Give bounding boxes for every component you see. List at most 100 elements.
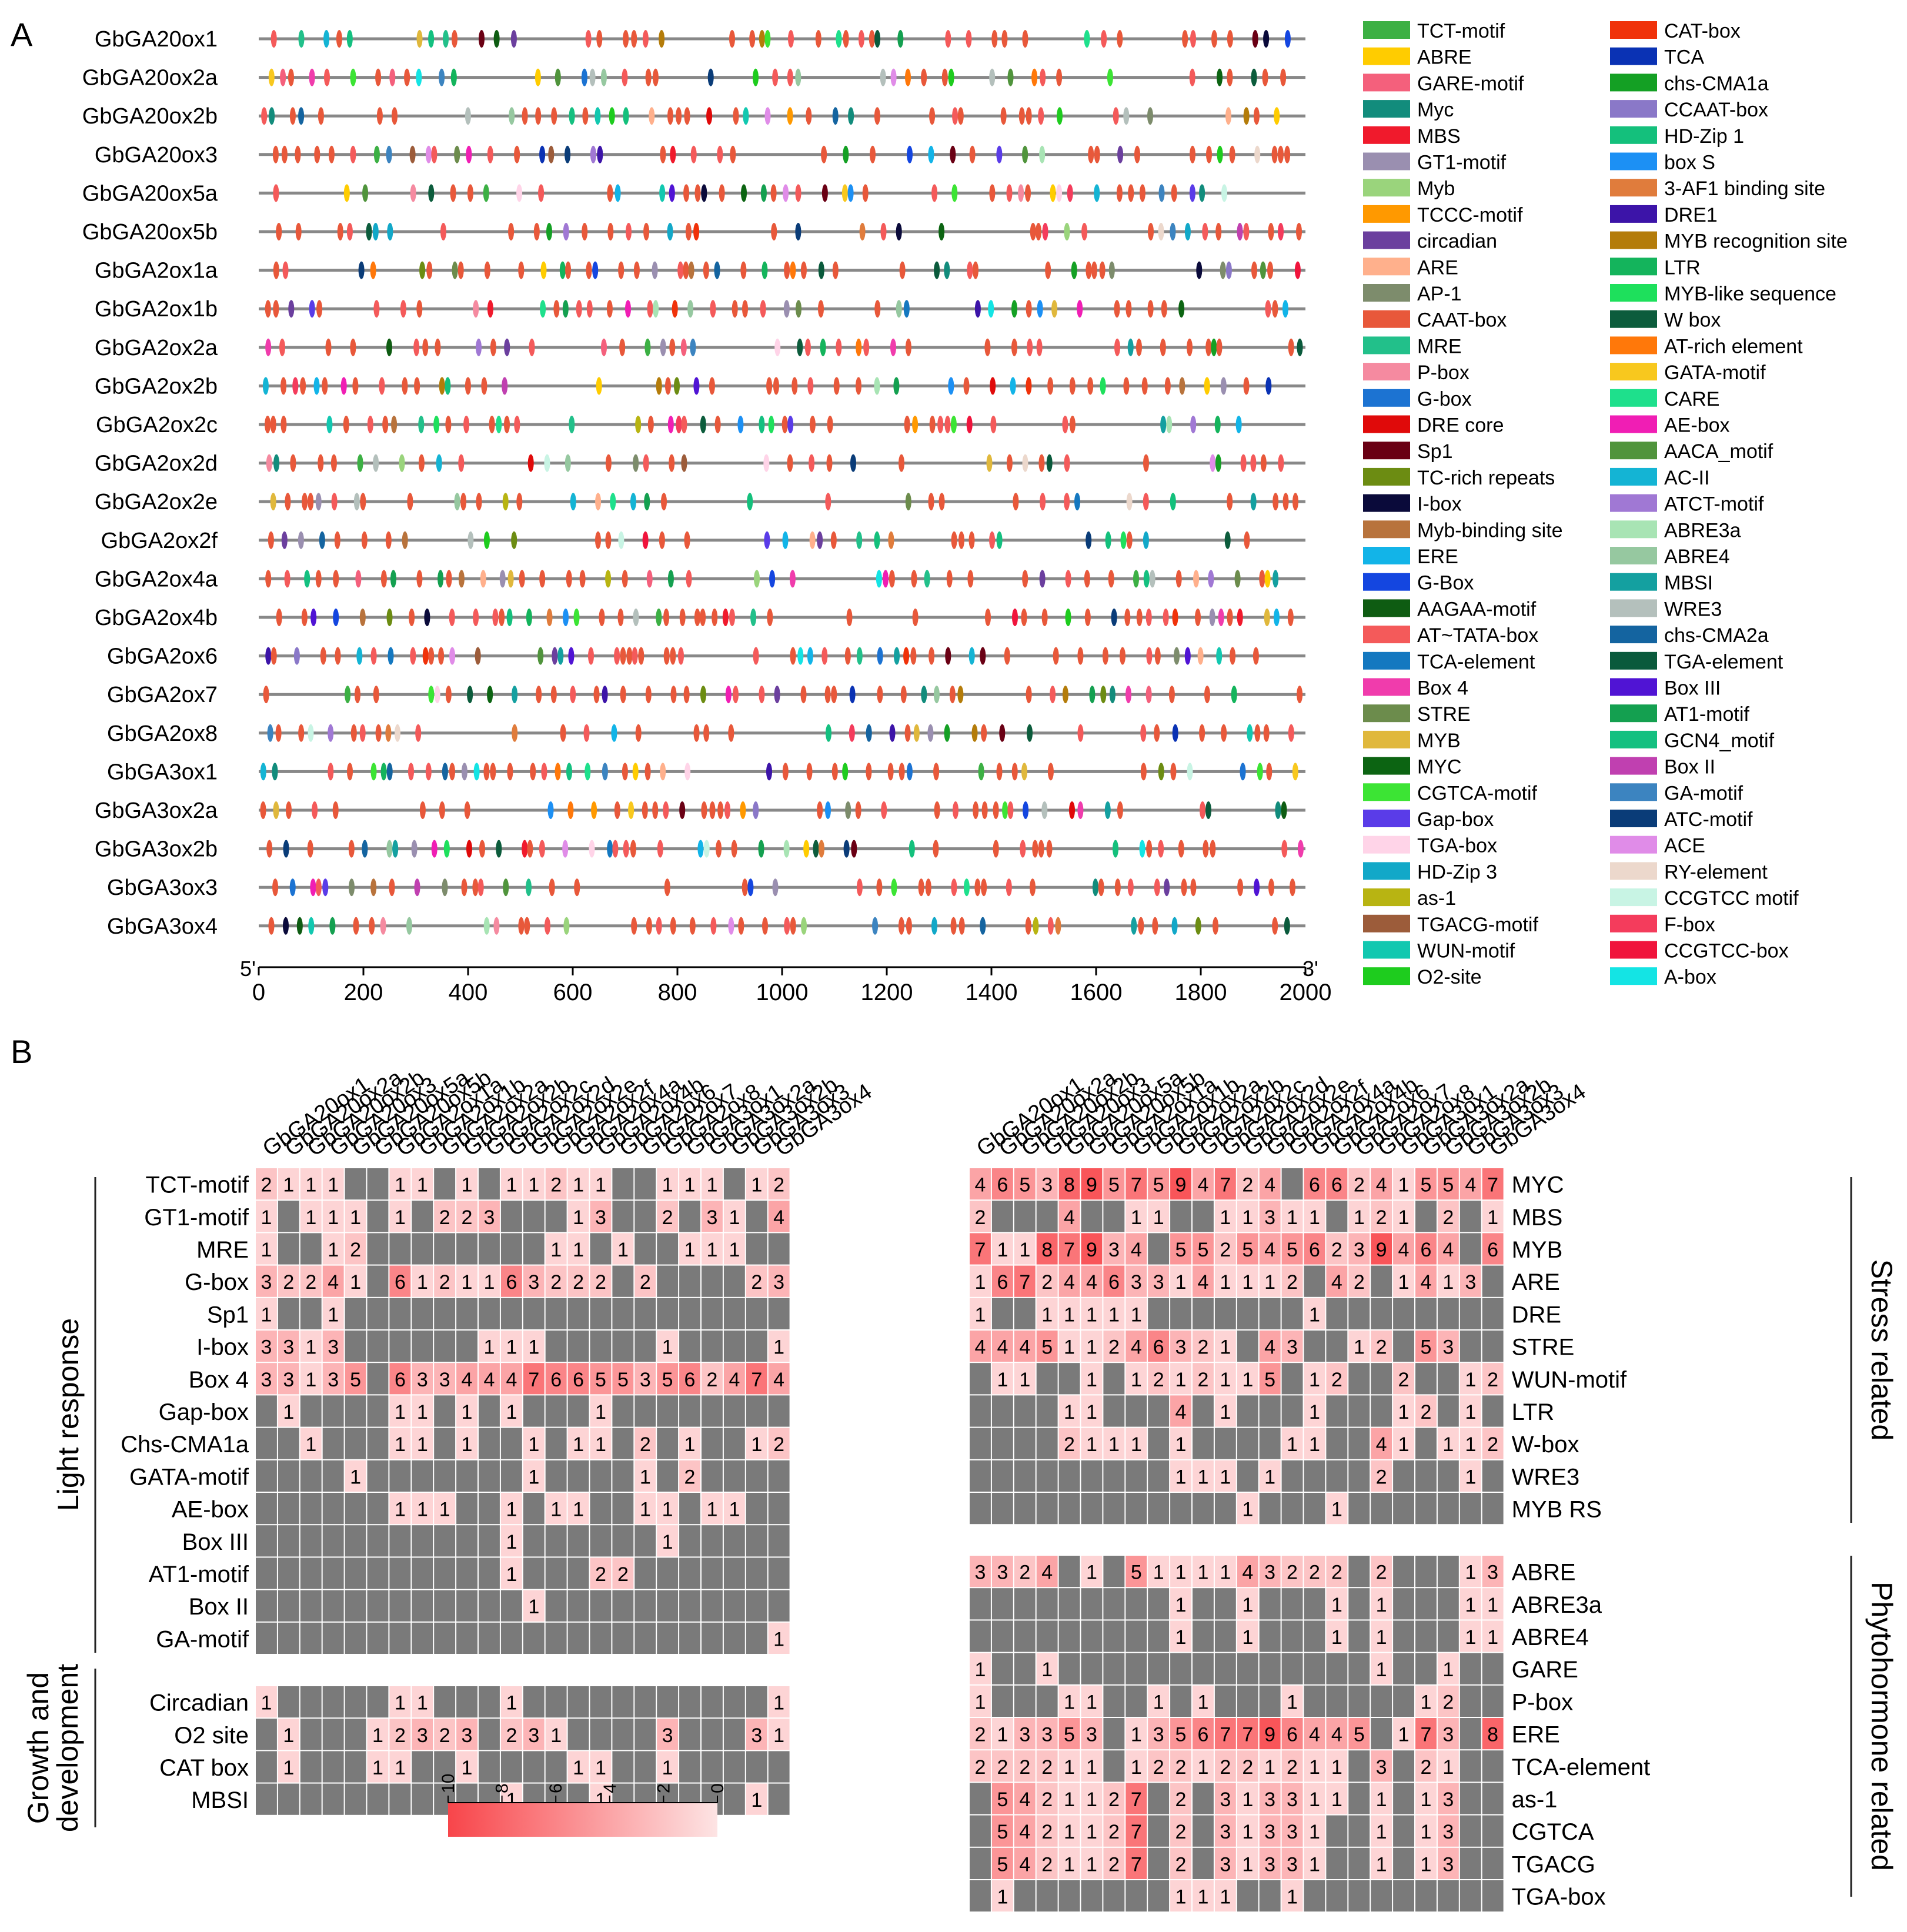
cis-element-mark [503, 878, 509, 897]
heatmap-cell [1058, 1363, 1080, 1395]
heatmap-cell [970, 1815, 991, 1847]
heatmap-cell [278, 1331, 299, 1362]
legend-label: GCN4_motif [1664, 730, 1775, 752]
cis-element-mark [282, 261, 289, 279]
cis-element-mark [877, 647, 883, 665]
cis-element-mark [350, 338, 356, 356]
cell-value: 5 [1198, 1239, 1209, 1261]
heatmap-cell [768, 1363, 790, 1395]
heatmap-cell [970, 1556, 991, 1587]
heatmap-cell [768, 1557, 790, 1589]
heatmap-cell [367, 1233, 389, 1265]
heatmap-cell [278, 1557, 299, 1589]
cell-value: 1 [1220, 1401, 1231, 1423]
cis-element-mark [1038, 107, 1044, 125]
legend-label: I-box [1417, 493, 1462, 516]
heatmap-cell [612, 1622, 634, 1654]
cis-element-mark [1018, 184, 1024, 202]
cell-value: 2 [1420, 1401, 1431, 1423]
cis-element-mark [566, 570, 572, 588]
cis-element-mark [322, 878, 329, 897]
heatmap-cell [1058, 1233, 1080, 1265]
cis-element-mark [1288, 338, 1294, 356]
heatmap-cell [1170, 1620, 1191, 1652]
legend-label: ATCT-motif [1664, 493, 1764, 516]
cis-element-mark [907, 145, 913, 163]
cis-element-mark [913, 724, 920, 742]
cell-value: 3 [1287, 1789, 1298, 1811]
cell-value: 3 [1108, 1239, 1120, 1261]
cis-element-mark [790, 261, 796, 279]
legend-swatch [1610, 363, 1657, 381]
cell-value: 6 [1309, 1174, 1320, 1196]
cis-element-mark [315, 493, 322, 511]
cis-element-mark [1297, 686, 1303, 704]
heatmap-cell [612, 1395, 634, 1427]
cis-element-mark [966, 416, 973, 433]
heatmap-cell [389, 1265, 411, 1297]
cell-value: 1 [1131, 1206, 1142, 1229]
cis-element-mark [333, 609, 339, 626]
cis-element-mark [275, 724, 282, 742]
cis-element-mark [1101, 30, 1107, 48]
cell-value: 1 [439, 1499, 450, 1521]
cell-value: 1 [1220, 1271, 1231, 1293]
cis-element-mark [1287, 609, 1294, 626]
legend-swatch [1610, 47, 1657, 65]
heatmap-cell [1058, 1620, 1080, 1652]
cell-value: 1 [506, 1692, 517, 1714]
heatmap-cell [1103, 1847, 1125, 1879]
cis-element-mark [774, 338, 781, 356]
cell-value: 2 [1287, 1271, 1298, 1293]
heatmap-cell [1214, 1201, 1236, 1232]
heatmap-cell [1348, 1620, 1370, 1652]
legend-swatch [1610, 783, 1657, 801]
cis-element-mark [781, 416, 788, 433]
cis-element-mark [685, 223, 692, 240]
cis-element-mark [881, 801, 887, 819]
cis-element-mark [649, 107, 655, 125]
heatmap-cell [1281, 1331, 1303, 1362]
row-label: MBSI [191, 1787, 249, 1813]
cell-value: 1 [1131, 1303, 1142, 1326]
cell-value: 1 [997, 1886, 1008, 1908]
cis-element-mark [508, 223, 515, 240]
heatmap-cell [1237, 1815, 1258, 1847]
cis-element-mark [308, 917, 315, 935]
heatmap-cell [612, 1557, 634, 1589]
cis-element-mark [493, 917, 500, 935]
heatmap-cell [1014, 1298, 1036, 1329]
heatmap-cell [278, 1265, 299, 1297]
cis-element-mark [611, 724, 617, 742]
heatmap-cell [1304, 1556, 1325, 1587]
gene-label: GbGA2ox4b [95, 606, 218, 630]
cell-value: 4 [484, 1369, 495, 1391]
legend-label: HD-Zip 3 [1417, 861, 1497, 883]
cis-element-mark [665, 377, 671, 395]
heatmap-cell [1170, 1265, 1191, 1297]
row-label: Box 4 [189, 1367, 249, 1393]
cell-value: 1 [707, 1499, 718, 1521]
cis-element-mark [296, 917, 303, 935]
cell-value: 3 [1264, 1206, 1275, 1229]
cis-element-mark [1154, 647, 1161, 665]
heatmap-cell [1148, 1815, 1170, 1847]
cell-value: 1 [773, 1628, 784, 1650]
cis-element-mark [631, 30, 637, 48]
heatmap-cell [1214, 1428, 1236, 1459]
cis-element-mark [1152, 917, 1158, 935]
cis-element-mark [1022, 454, 1028, 472]
cis-element-mark [946, 570, 953, 588]
cis-element-mark [1154, 724, 1160, 742]
cell-value: 1 [773, 1692, 784, 1714]
legend-swatch [1363, 258, 1410, 276]
cis-element-mark [694, 609, 700, 626]
cis-element-mark [904, 416, 910, 433]
heatmap-cell [1304, 1298, 1325, 1329]
cell-value: 1 [260, 1692, 272, 1714]
cis-element-mark [1251, 261, 1257, 279]
heatmap-cell [1437, 1847, 1459, 1879]
heatmap-cell [1126, 1620, 1147, 1652]
cis-element-mark [846, 609, 853, 626]
heatmap-cell [970, 1201, 991, 1232]
